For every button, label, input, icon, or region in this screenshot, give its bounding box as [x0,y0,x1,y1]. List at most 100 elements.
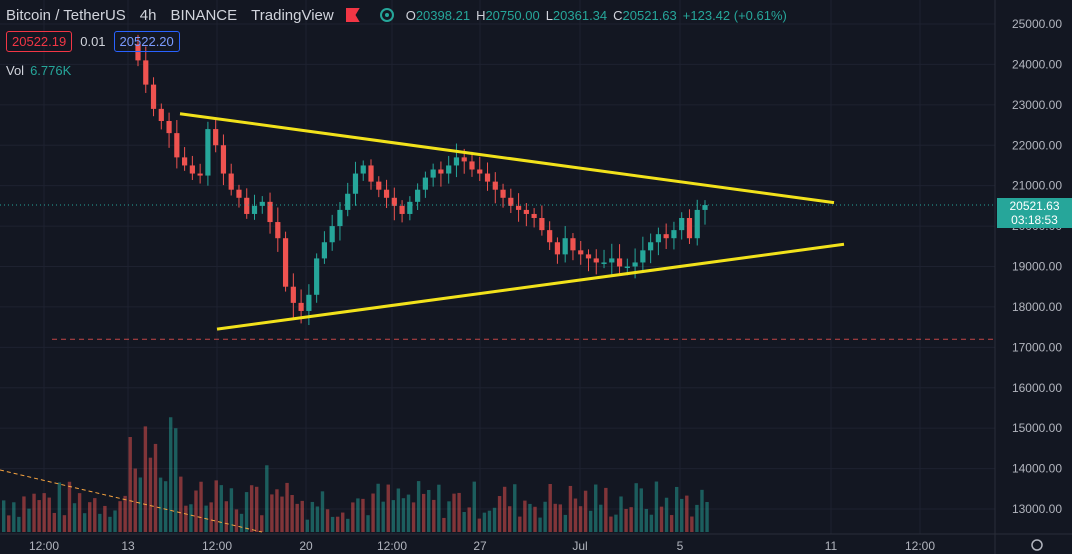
candle [314,258,320,295]
candle [632,262,638,267]
volume-bar [341,512,345,532]
candle [135,44,141,61]
candle [539,218,545,231]
volume-bar [578,506,583,532]
candle [321,242,328,259]
candle [298,302,304,311]
candle [694,209,700,239]
volume-bar [2,500,6,532]
volume-bar [614,514,618,532]
volume-bar [219,485,223,532]
x-tick-label: Jul [572,539,587,553]
trendline-upper [179,112,835,205]
chart-header: Bitcoin / TetherUS 4h BINANCE TradingVie… [6,5,787,25]
trendline-lower [216,242,845,331]
candle [391,197,397,206]
volume-bar [604,487,608,532]
x-tick-label: 11 [825,539,838,553]
candle [329,226,335,243]
change-readout: +123.42 (+0.61%) [682,7,787,23]
volume-bar [199,481,203,532]
volume-bar [42,493,46,532]
candle [461,157,467,162]
candle [523,209,529,214]
y-tick-label: 14000.00 [1012,462,1062,476]
y-tick-label: 22000.00 [1012,138,1062,152]
platform-label: TradingView [251,6,334,24]
current-price-label: 20521.63 03:18:53 [997,198,1072,228]
volume-bar [295,503,299,532]
candle [383,189,390,198]
candle [275,222,281,239]
volume-bar [457,492,461,532]
volume-bar [260,515,264,532]
volume-bar [168,417,173,532]
volume-bar [361,498,365,532]
volume-value: 6.776K [30,63,72,78]
volume-bar [108,516,112,532]
market-status-icon[interactable] [379,8,394,22]
volume-bar [664,497,669,532]
candle [158,108,164,121]
volume-bar [37,500,41,532]
candle [290,286,296,303]
candle [562,238,568,255]
candle [686,218,693,239]
candle [616,258,623,267]
volume-bar [513,484,517,532]
interval-label[interactable]: 4h [139,6,157,24]
gear-icon[interactable] [1031,539,1043,551]
candle [267,201,273,223]
volume-bar [67,481,72,532]
volume-bar [639,488,643,532]
volume-bar [508,506,512,532]
volume-bar [285,482,289,532]
candle [306,294,312,311]
candle [663,234,669,239]
candle [376,181,382,190]
volume-bar [492,507,497,532]
volume-bar [411,502,416,532]
volume-bar [543,501,547,532]
sell-price-button[interactable]: 20522.19 [6,31,73,52]
volume-bar [244,492,249,532]
volume-ma-line [0,469,263,533]
volume-bar [447,501,451,532]
x-tick-label: 12:00 [905,539,935,553]
candle [430,169,436,178]
volume-bar [32,493,36,532]
candle [648,242,654,251]
volume-bar [376,483,380,532]
volume-bar [123,495,127,532]
volume-bar [93,498,97,532]
candle [189,165,195,174]
volume-bar [467,507,471,532]
buy-price-button[interactable]: 20522.20 [113,31,180,52]
candle [484,173,491,182]
candle [197,173,203,176]
volume-bar [472,481,476,532]
candle [593,258,599,263]
candle [213,129,219,146]
volume-bar [609,516,613,532]
candle [446,165,452,174]
volume-bar [27,508,31,532]
candle [578,250,584,255]
y-tick-label: 15000.00 [1012,421,1062,435]
volume-bar [77,493,82,532]
candle [236,189,242,198]
candle [679,218,685,231]
volume-bar [573,498,578,532]
volume-bar [700,489,704,532]
candle [500,189,506,198]
y-tick-label: 23000.00 [1012,98,1062,112]
volume-legend: Vol 6.776K [6,63,71,78]
symbol-title[interactable]: Bitcoin / TetherUS [6,6,126,24]
flag-icon[interactable] [345,8,360,22]
candle [399,205,405,214]
volume-bar [17,516,21,532]
volume-bar [553,503,557,532]
candle [407,201,413,214]
candle [438,169,444,174]
